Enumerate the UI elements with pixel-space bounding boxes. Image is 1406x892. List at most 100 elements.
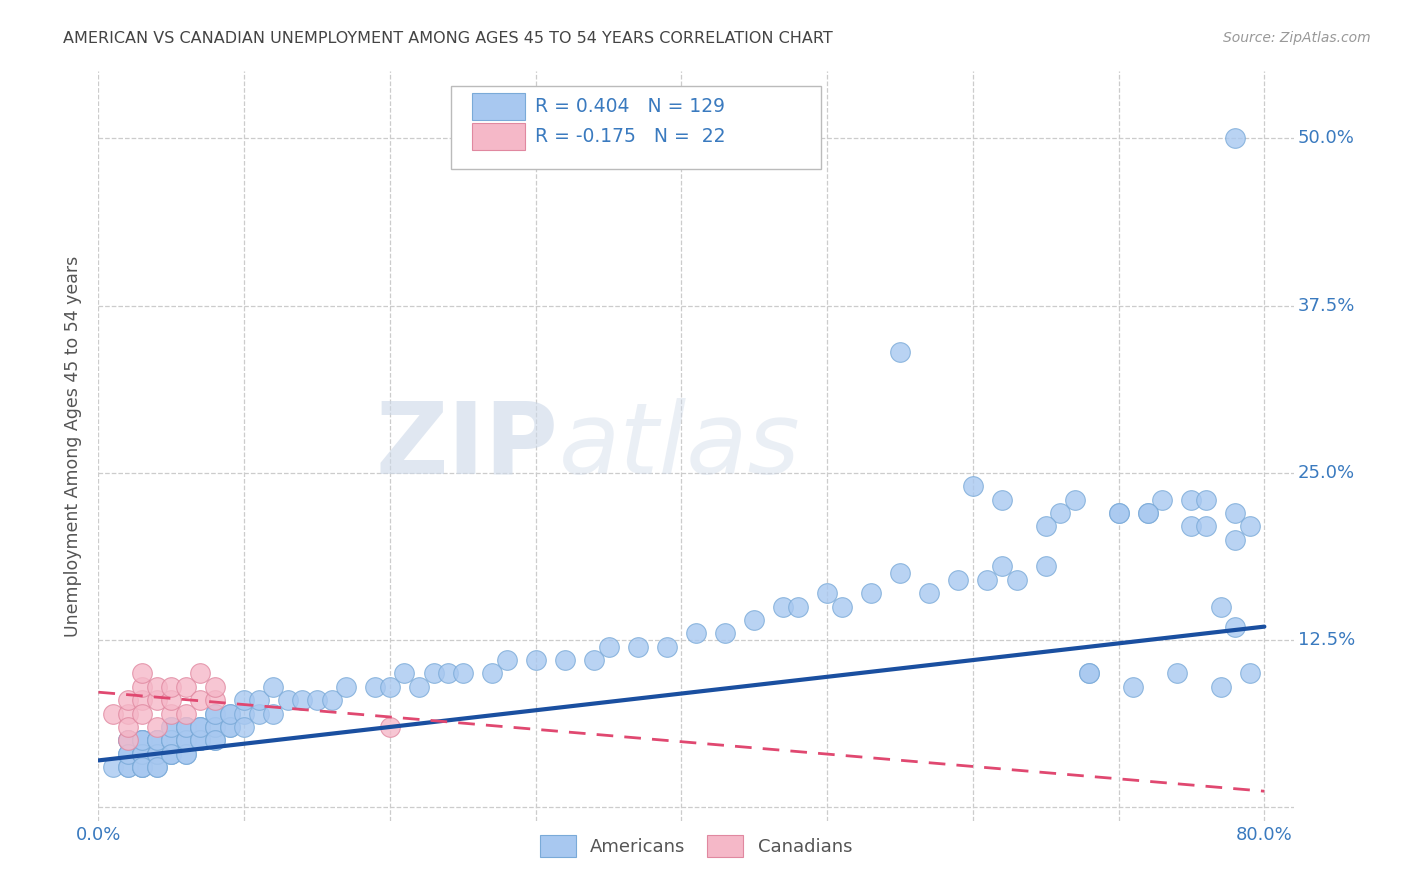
Point bbox=[554, 653, 576, 667]
Point bbox=[190, 693, 212, 707]
Point bbox=[1049, 506, 1071, 520]
Legend: Americans, Canadians: Americans, Canadians bbox=[533, 828, 859, 864]
Text: ZIP: ZIP bbox=[375, 398, 558, 494]
Point bbox=[174, 747, 197, 761]
Point bbox=[1239, 666, 1261, 681]
Y-axis label: Unemployment Among Ages 45 to 54 years: Unemployment Among Ages 45 to 54 years bbox=[65, 255, 83, 637]
Point bbox=[1225, 533, 1247, 547]
Point bbox=[160, 720, 183, 734]
Point bbox=[174, 720, 197, 734]
Point bbox=[131, 747, 153, 761]
Point bbox=[815, 586, 838, 600]
Point bbox=[160, 747, 183, 761]
Point bbox=[190, 733, 212, 747]
Point bbox=[190, 720, 212, 734]
Point bbox=[1035, 559, 1057, 574]
Point bbox=[131, 733, 153, 747]
Point bbox=[335, 680, 357, 694]
Point bbox=[117, 733, 139, 747]
Point bbox=[233, 720, 256, 734]
Point bbox=[145, 733, 167, 747]
Point bbox=[1108, 506, 1130, 520]
Point bbox=[101, 706, 124, 721]
Point bbox=[117, 747, 139, 761]
Point bbox=[218, 706, 240, 721]
Point bbox=[145, 733, 167, 747]
Point bbox=[262, 680, 284, 694]
Point bbox=[145, 747, 167, 761]
Point bbox=[422, 666, 444, 681]
Point bbox=[160, 720, 183, 734]
Point bbox=[247, 706, 270, 721]
Point bbox=[160, 747, 183, 761]
Point bbox=[117, 733, 139, 747]
Point bbox=[174, 733, 197, 747]
Point bbox=[277, 693, 299, 707]
Point bbox=[1064, 492, 1087, 507]
FancyBboxPatch shape bbox=[472, 123, 524, 150]
Point bbox=[160, 747, 183, 761]
Point bbox=[437, 666, 460, 681]
Text: 50.0%: 50.0% bbox=[1298, 129, 1355, 147]
Point bbox=[174, 720, 197, 734]
Point bbox=[831, 599, 853, 614]
Point bbox=[218, 720, 240, 734]
FancyBboxPatch shape bbox=[472, 93, 524, 120]
Point bbox=[145, 680, 167, 694]
Point bbox=[145, 733, 167, 747]
Point bbox=[1078, 666, 1101, 681]
Point bbox=[1195, 492, 1218, 507]
Point bbox=[991, 492, 1014, 507]
Point bbox=[598, 640, 620, 654]
Point bbox=[495, 653, 517, 667]
Point bbox=[1108, 506, 1130, 520]
Point bbox=[655, 640, 678, 654]
Point bbox=[1225, 620, 1247, 634]
Point bbox=[1225, 506, 1247, 520]
Point bbox=[117, 747, 139, 761]
Point bbox=[174, 706, 197, 721]
Point bbox=[1180, 519, 1202, 533]
Point bbox=[378, 680, 401, 694]
FancyBboxPatch shape bbox=[451, 87, 821, 169]
Point bbox=[787, 599, 810, 614]
Point bbox=[918, 586, 941, 600]
Point bbox=[160, 733, 183, 747]
Point bbox=[131, 760, 153, 774]
Point bbox=[131, 747, 153, 761]
Point bbox=[204, 680, 226, 694]
Point bbox=[145, 693, 167, 707]
Point bbox=[145, 720, 167, 734]
Point bbox=[859, 586, 882, 600]
Point bbox=[117, 720, 139, 734]
Text: 25.0%: 25.0% bbox=[1298, 464, 1355, 482]
Point bbox=[145, 733, 167, 747]
Point bbox=[174, 720, 197, 734]
Point bbox=[131, 760, 153, 774]
Point bbox=[160, 693, 183, 707]
Point bbox=[174, 733, 197, 747]
Point bbox=[962, 479, 984, 493]
Point bbox=[1225, 131, 1247, 145]
Point bbox=[1152, 492, 1174, 507]
Point bbox=[481, 666, 503, 681]
Text: R = 0.404   N = 129: R = 0.404 N = 129 bbox=[534, 97, 724, 116]
Text: R = -0.175   N =  22: R = -0.175 N = 22 bbox=[534, 127, 725, 146]
Point bbox=[772, 599, 794, 614]
Point bbox=[131, 733, 153, 747]
Point bbox=[451, 666, 474, 681]
Point bbox=[117, 760, 139, 774]
Point bbox=[582, 653, 605, 667]
Point bbox=[131, 733, 153, 747]
Point bbox=[117, 760, 139, 774]
Text: 12.5%: 12.5% bbox=[1298, 631, 1355, 649]
Point bbox=[714, 626, 737, 640]
Point bbox=[204, 720, 226, 734]
Point bbox=[145, 760, 167, 774]
Point bbox=[174, 680, 197, 694]
Point bbox=[204, 706, 226, 721]
Point bbox=[218, 720, 240, 734]
Point bbox=[1035, 519, 1057, 533]
Point bbox=[889, 345, 911, 359]
Point bbox=[145, 747, 167, 761]
